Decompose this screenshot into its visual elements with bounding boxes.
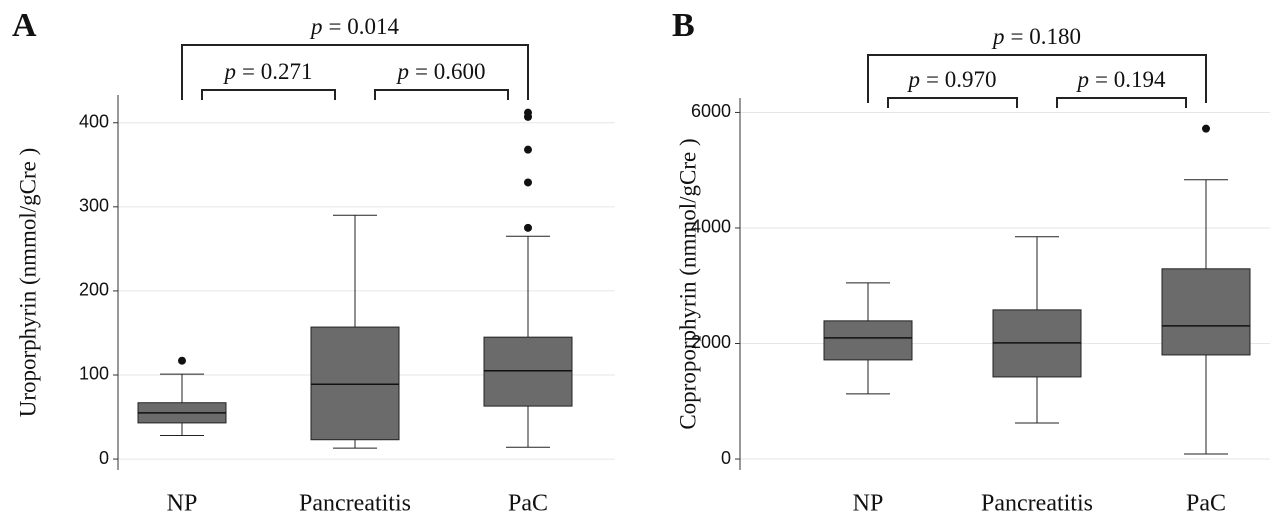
significance-bracket (181, 44, 529, 100)
outlier (524, 108, 532, 117)
p-value-label: p = 0.600 (396, 59, 486, 84)
significance-bracket (201, 89, 336, 100)
p-value: = 0.014 (329, 14, 400, 39)
y-tick-label: 0 (99, 448, 109, 468)
box (1161, 268, 1251, 356)
p-symbol: p (1076, 67, 1090, 92)
outlier (178, 356, 186, 365)
p-symbol: p (907, 67, 921, 92)
p-value: = 0.180 (1011, 24, 1081, 49)
p-symbol: p (309, 14, 323, 39)
significance-bracket (1056, 97, 1187, 108)
y-tick-label: 4000 (691, 217, 731, 237)
panel-label: A (12, 7, 37, 44)
p-value-label: p = 0.014 (309, 14, 399, 39)
p-value-label: p = 0.271 (223, 59, 313, 84)
p-value: = 0.271 (242, 59, 312, 84)
x-tick-label: PaC (508, 491, 548, 517)
p-value: = 0.194 (1095, 67, 1166, 92)
y-tick-label: 0 (721, 448, 731, 468)
y-axis-label: Uroporphyrin (nmmol/gCre ) (15, 148, 40, 418)
p-value: = 0.970 (926, 67, 996, 92)
y-tick-label: 200 (79, 280, 109, 300)
x-tick-label: PaC (1186, 491, 1226, 517)
p-value: = 0.600 (415, 59, 485, 84)
x-tick-label: Pancreatitis (299, 491, 411, 517)
outlier (524, 145, 532, 154)
significance-bracket (887, 97, 1018, 108)
significance-bracket (374, 89, 509, 100)
y-tick-label: 2000 (691, 332, 731, 352)
significance-bracket (867, 54, 1207, 103)
p-symbol: p (396, 59, 410, 84)
box (310, 326, 400, 441)
outlier (524, 178, 532, 187)
panel-label: B (672, 7, 695, 44)
outlier (524, 223, 532, 232)
p-value-label: p = 0.970 (907, 67, 997, 92)
y-tick-label: 300 (79, 196, 109, 216)
p-value-label: p = 0.194 (1076, 67, 1166, 92)
y-tick-label: 100 (79, 364, 109, 384)
box (823, 320, 913, 361)
x-tick-label: NP (853, 491, 884, 517)
y-axis-label: Coproporphyrin (nmmol/gCre ) (675, 138, 700, 429)
x-tick-label: NP (167, 491, 198, 517)
x-tick-label: Pancreatitis (981, 491, 1093, 517)
p-symbol: p (991, 24, 1005, 49)
y-tick-label: 400 (79, 111, 109, 131)
p-value-label: p = 0.180 (991, 24, 1081, 49)
p-symbol: p (223, 59, 237, 84)
y-tick-label: 6000 (691, 101, 731, 121)
outlier (1202, 124, 1210, 133)
box (483, 336, 573, 407)
